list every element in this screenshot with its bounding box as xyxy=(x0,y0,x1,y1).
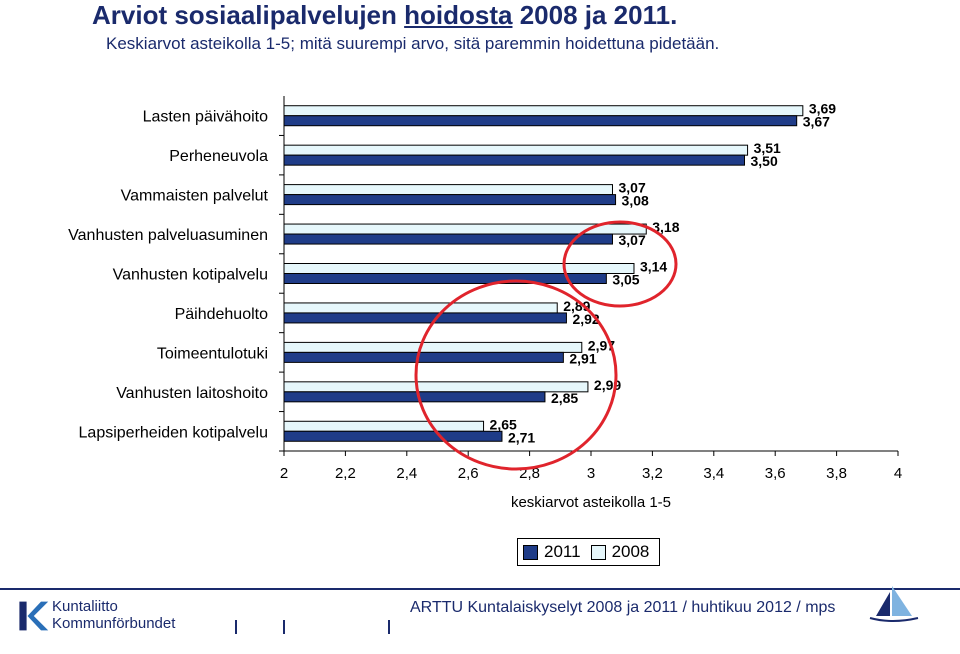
kuntaliitto-logo-icon xyxy=(19,601,49,631)
x-tick-label: 3 xyxy=(587,465,595,482)
bar-2008 xyxy=(283,302,558,314)
data-label-2008: 2,65 xyxy=(490,416,517,432)
footer-bar-decor xyxy=(235,620,237,634)
logo-line2: Kommunförbundet xyxy=(52,615,176,632)
x-tick-label: 2,6 xyxy=(458,465,479,482)
data-label-2008: 3,18 xyxy=(652,219,679,235)
legend-swatch-2011 xyxy=(523,544,538,560)
footer-bar-decor xyxy=(388,620,390,634)
data-label-2008: 3,51 xyxy=(754,140,781,156)
data-label-2011: 3,50 xyxy=(751,153,778,169)
x-tick-label: 4 xyxy=(894,465,902,482)
x-tick-label: 3,4 xyxy=(703,465,724,482)
legend-label-2008: 2008 xyxy=(611,542,650,561)
category-label: Lasten päivähoito xyxy=(143,109,269,126)
highlight-ellipse-small xyxy=(562,220,678,308)
data-label-2011: 3,67 xyxy=(803,114,830,130)
bar-2011 xyxy=(283,430,503,442)
data-label-2011: 2,71 xyxy=(508,429,535,445)
footer-bar-decor xyxy=(283,620,285,634)
bar-2011 xyxy=(283,391,546,403)
data-label-2011: 2,85 xyxy=(551,390,578,406)
footer-divider xyxy=(0,588,960,590)
data-label-2011: 3,05 xyxy=(612,272,639,288)
page-subtitle: Keskiarvot asteikolla 1-5; mitä suurempi… xyxy=(106,34,720,53)
x-tick-label: 2 xyxy=(280,465,288,482)
bar-2008 xyxy=(283,263,635,274)
x-axis-label: keskiarvot asteikolla 1-5 xyxy=(511,494,671,511)
category-label: Vanhusten kotipalvelu xyxy=(113,267,268,284)
highlight-ellipse-large xyxy=(414,279,618,471)
bar-2008 xyxy=(283,381,589,393)
x-tick-label: 2,2 xyxy=(335,465,356,482)
bar-2011 xyxy=(283,312,567,324)
category-label: Lapsiperheiden kotipalvelu xyxy=(79,424,268,441)
title-part1: Arviot sosiaalipalvelujen xyxy=(92,0,405,30)
paras-arttu-logo-icon xyxy=(869,586,919,622)
data-label-2011: 3,07 xyxy=(618,232,645,248)
x-tick-label: 3,8 xyxy=(826,465,847,482)
data-label-2011: 2,91 xyxy=(569,350,596,366)
x-tick-label: 3,6 xyxy=(765,465,786,482)
category-label: Päihdehuolto xyxy=(175,306,269,323)
logo-text: Kuntaliitto Kommunförbundet xyxy=(52,598,175,632)
legend-label-2011: 2011 xyxy=(544,542,581,561)
data-label-2008: 3,69 xyxy=(809,101,836,117)
category-label: Toimeentulotuki xyxy=(157,345,268,362)
bar-2011 xyxy=(283,194,617,206)
page-title: Arviot sosiaalipalvelujen hoidosta 2008 … xyxy=(92,0,677,31)
footer-source-text: ARTTU Kuntalaiskyselyt 2008 ja 2011 / hu… xyxy=(410,599,836,616)
category-label: Vammaisten palvelut xyxy=(121,188,269,205)
data-label-2008: 3,07 xyxy=(618,180,645,196)
bar-2011 xyxy=(283,233,613,245)
chart-legend: 2011 2008 xyxy=(517,538,660,566)
category-label: Vanhusten laitoshoito xyxy=(116,385,268,402)
bar-2008 xyxy=(283,184,613,196)
bar-2008 xyxy=(283,105,804,117)
bar-2008 xyxy=(283,144,749,156)
bar-2011 xyxy=(283,351,564,363)
bar-2011 xyxy=(283,154,745,166)
bar-2011 xyxy=(283,115,798,127)
legend-swatch-2008 xyxy=(590,544,606,560)
data-label-2011: 3,08 xyxy=(622,193,649,209)
title-underlined: hoidosta xyxy=(404,0,513,30)
bar-2011 xyxy=(283,273,607,284)
legend-item-2008: 2008 xyxy=(590,542,650,562)
bar-2008 xyxy=(283,420,485,432)
category-label: Perheneuvola xyxy=(169,148,268,165)
bar-2008 xyxy=(283,341,583,353)
logo-line1: Kuntaliitto xyxy=(52,598,118,615)
legend-item-2011: 2011 xyxy=(523,542,581,562)
x-tick-label: 2,4 xyxy=(396,465,417,482)
data-label-2008: 3,14 xyxy=(640,259,667,275)
data-label-2008: 2,89 xyxy=(563,298,590,314)
title-part3: 2008 ja 2011. xyxy=(512,0,678,30)
x-tick-label: 3,2 xyxy=(642,465,663,482)
category-label: Vanhusten palveluasuminen xyxy=(68,227,268,244)
